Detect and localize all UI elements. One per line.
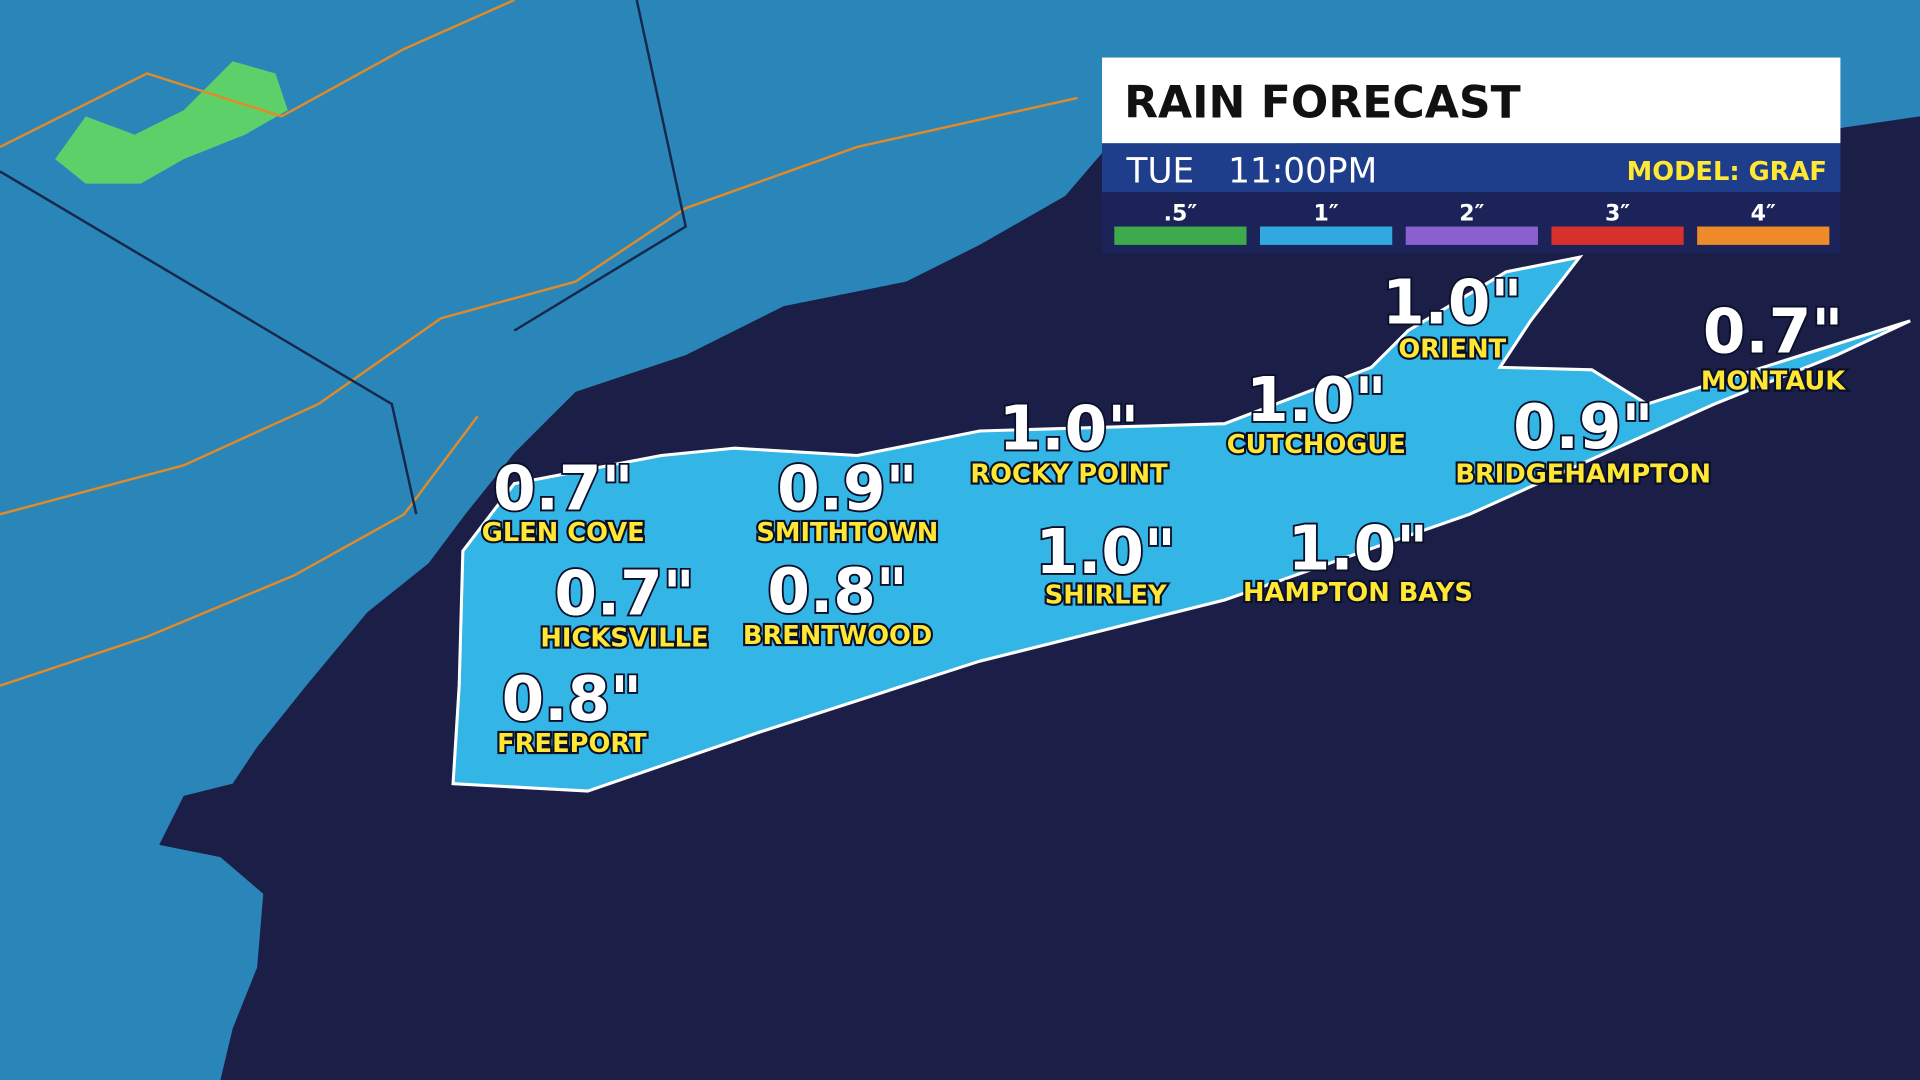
location-name: BRENTWOOD bbox=[743, 621, 932, 651]
rain-amount: 0.8" bbox=[502, 664, 642, 735]
location-name: GLEN COVE bbox=[482, 518, 645, 548]
rain-amount: 0.7" bbox=[1703, 297, 1843, 368]
rain-amount: 1.0" bbox=[1246, 365, 1386, 436]
location-name: ROCKY POINT bbox=[970, 459, 1168, 489]
legend-label: 4″ bbox=[1751, 201, 1776, 226]
rain-amount: 0.9" bbox=[1513, 392, 1653, 463]
time: 11:00PM bbox=[1228, 151, 1377, 191]
legend-swatch bbox=[1405, 226, 1538, 245]
location-name: FREEPORT bbox=[497, 729, 647, 759]
state-border bbox=[513, 0, 688, 332]
location-name: HICKSVILLE bbox=[540, 624, 708, 654]
location-name: MONTAUK bbox=[1701, 366, 1846, 396]
model: MODEL: GRAF bbox=[1627, 157, 1827, 187]
rain-amount: 1.0" bbox=[1382, 267, 1522, 338]
green-rain-area bbox=[55, 61, 288, 184]
highway bbox=[0, 415, 479, 687]
location-name: SMITHTOWN bbox=[756, 518, 938, 548]
legend-swatch bbox=[1114, 226, 1247, 245]
day: TUE bbox=[1126, 151, 1195, 191]
legend-label: 3″ bbox=[1605, 201, 1630, 226]
legend-swatch bbox=[1260, 226, 1393, 245]
header-info-bar bbox=[1102, 143, 1841, 193]
long-island bbox=[451, 254, 1911, 793]
rain-amount: 1.0" bbox=[1036, 517, 1176, 588]
rain-amount: 0.7" bbox=[554, 559, 694, 630]
location-name: ORIENT bbox=[1398, 335, 1506, 365]
location-name: CUTCHOGUE bbox=[1227, 430, 1406, 460]
state-border bbox=[0, 170, 418, 515]
highway bbox=[0, 0, 515, 149]
header-title-bar bbox=[1102, 57, 1841, 144]
legend-label: 2″ bbox=[1459, 201, 1484, 226]
location-name: SHIRLEY bbox=[1045, 581, 1167, 611]
rain-amount: 1.0" bbox=[999, 393, 1139, 464]
highway bbox=[0, 96, 1078, 516]
rain-amount: 1.0" bbox=[1288, 513, 1428, 584]
legend-label: 1″ bbox=[1314, 201, 1339, 226]
location-name: BRIDGEHAMPTON bbox=[1455, 459, 1711, 489]
title: RAIN FORECAST bbox=[1124, 78, 1521, 129]
location-name: HAMPTON BAYS bbox=[1243, 578, 1473, 608]
legend-swatch bbox=[1551, 226, 1684, 245]
rain-amount: 0.9" bbox=[777, 453, 917, 524]
legend-label: .5″ bbox=[1164, 201, 1198, 226]
legend-swatch bbox=[1697, 226, 1830, 245]
rain-amount: 0.7" bbox=[493, 453, 633, 524]
rain-amount: 0.8" bbox=[767, 556, 907, 627]
